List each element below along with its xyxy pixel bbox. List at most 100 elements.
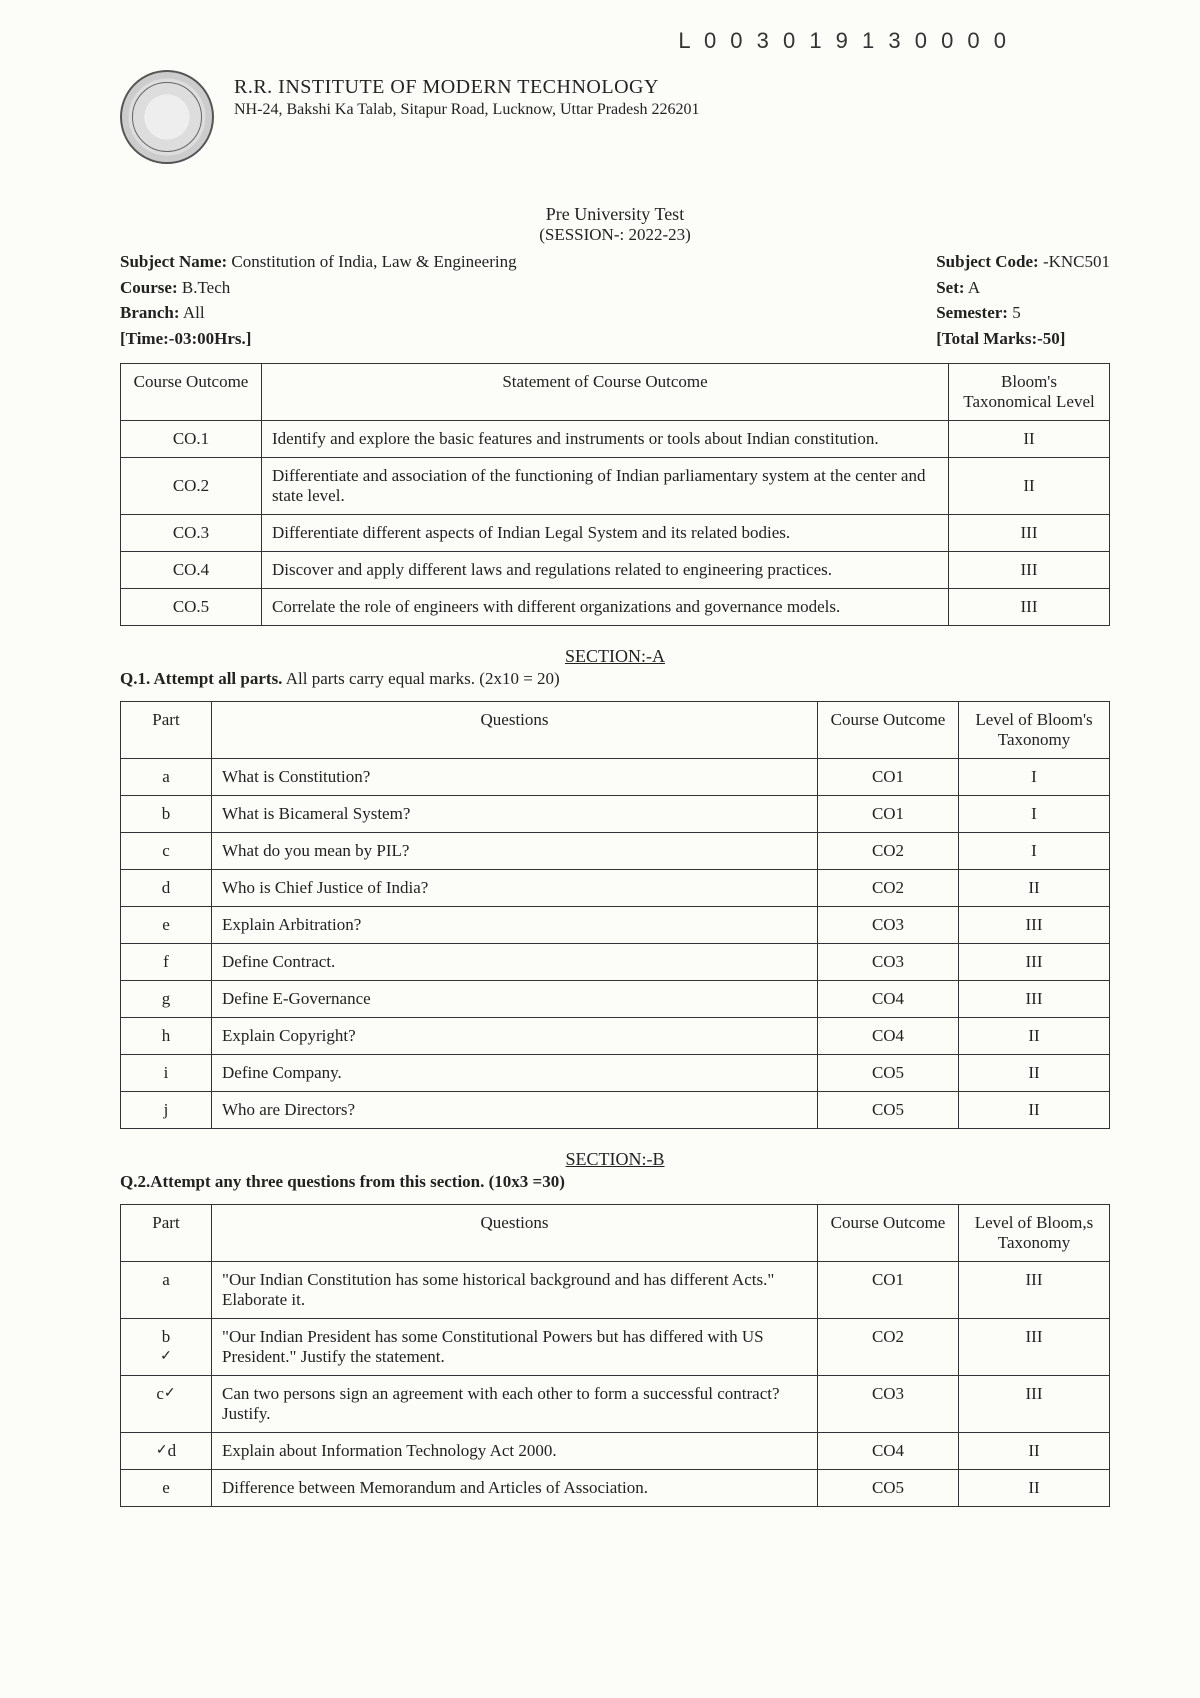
table-row: b✓ "Our Indian President has some Consti… <box>121 1319 1110 1376</box>
qa-question: What is Constitution? <box>212 759 818 796</box>
qa-co: CO1 <box>818 796 959 833</box>
table-row: aWhat is Constitution?CO1I <box>121 759 1110 796</box>
table-header-row: Part Questions Course Outcome Level of B… <box>121 702 1110 759</box>
qa-bloom: II <box>959 870 1110 907</box>
qa-co: CO4 <box>818 981 959 1018</box>
co-bloom: III <box>949 552 1110 589</box>
co-header-bloom: Bloom's Taxonomical Level <box>949 364 1110 421</box>
exam-paper-page: L 0 0 3 0 1 9 1 3 0 0 0 0 R.R. INSTITUTE… <box>0 0 1200 1698</box>
qb-bloom: II <box>959 1433 1110 1470</box>
qb-co: CO1 <box>818 1262 959 1319</box>
qa-question: Who is Chief Justice of India? <box>212 870 818 907</box>
qa-bloom: II <box>959 1055 1110 1092</box>
course-value: B.Tech <box>182 278 230 297</box>
section-b-instruction: Q.2.Attempt any three questions from thi… <box>120 1172 1110 1192</box>
co-statement: Identify and explore the basic features … <box>262 421 949 458</box>
table-row: eExplain Arbitration?CO3III <box>121 907 1110 944</box>
header-row: R.R. INSTITUTE OF MODERN TECHNOLOGY NH-2… <box>120 70 1110 164</box>
table-row: iDefine Company.CO5II <box>121 1055 1110 1092</box>
code-value: -KNC501 <box>1043 252 1110 271</box>
qb-part: a <box>121 1262 212 1319</box>
checkmark-icon: ✓ <box>156 1443 168 1458</box>
page-code-number: L 0 0 3 0 1 9 1 3 0 0 0 0 <box>678 28 1010 54</box>
branch-label: Branch: <box>120 303 180 322</box>
qb-question: Can two persons sign an agreement with e… <box>212 1376 818 1433</box>
qb-bloom: III <box>959 1376 1110 1433</box>
qa-question: Define Contract. <box>212 944 818 981</box>
marks-label: [Total Marks:-50] <box>936 329 1065 348</box>
co-statement: Discover and apply different laws and re… <box>262 552 949 589</box>
section-a-table: Part Questions Course Outcome Level of B… <box>120 701 1110 1129</box>
institute-block: R.R. INSTITUTE OF MODERN TECHNOLOGY NH-2… <box>234 70 699 119</box>
table-row: c✓ Can two persons sign an agreement wit… <box>121 1376 1110 1433</box>
qa-question: Explain Copyright? <box>212 1018 818 1055</box>
branch-value: All <box>183 303 205 322</box>
qb-co: CO2 <box>818 1319 959 1376</box>
table-row: CO.2 Differentiate and association of th… <box>121 458 1110 515</box>
table-row: dWho is Chief Justice of India?CO2II <box>121 870 1110 907</box>
qa-header-question: Questions <box>212 702 818 759</box>
qb-header-part: Part <box>121 1205 212 1262</box>
meta-row: Subject Name: Constitution of India, Law… <box>120 249 1110 351</box>
course-label: Course: <box>120 278 178 297</box>
sem-label: Semester: <box>936 303 1008 322</box>
qb-part: b✓ <box>121 1319 212 1376</box>
qa-bloom: I <box>959 796 1110 833</box>
qa-co: CO5 <box>818 1092 959 1129</box>
co-id: CO.5 <box>121 589 262 626</box>
table-header-row: Part Questions Course Outcome Level of B… <box>121 1205 1110 1262</box>
qb-bloom: III <box>959 1319 1110 1376</box>
table-row: a "Our Indian Constitution has some hist… <box>121 1262 1110 1319</box>
section-b-title: SECTION:-B <box>120 1149 1110 1170</box>
co-bloom: II <box>949 421 1110 458</box>
code-label: Subject Code: <box>936 252 1038 271</box>
qa-co: CO3 <box>818 944 959 981</box>
qa-bloom: III <box>959 981 1110 1018</box>
section-a-instr-rest: All parts carry equal marks. (2x10 = 20) <box>282 669 559 688</box>
table-row: jWho are Directors?CO5II <box>121 1092 1110 1129</box>
qa-question: Define Company. <box>212 1055 818 1092</box>
institute-seal-icon <box>120 70 214 164</box>
qa-question: Who are Directors? <box>212 1092 818 1129</box>
qb-co: CO5 <box>818 1470 959 1507</box>
set-label: Set: <box>936 278 964 297</box>
co-statement: Differentiate different aspects of India… <box>262 515 949 552</box>
qb-question: "Our Indian President has some Constitut… <box>212 1319 818 1376</box>
co-statement: Correlate the role of engineers with dif… <box>262 589 949 626</box>
co-statement: Differentiate and association of the fun… <box>262 458 949 515</box>
table-row: e Difference between Memorandum and Arti… <box>121 1470 1110 1507</box>
qa-part: j <box>121 1092 212 1129</box>
co-header-outcome: Course Outcome <box>121 364 262 421</box>
exam-session: (SESSION-: 2022-23) <box>120 225 1110 245</box>
qa-bloom: I <box>959 833 1110 870</box>
table-row: CO.3 Differentiate different aspects of … <box>121 515 1110 552</box>
section-a-instr-bold: Q.1. Attempt all parts. <box>120 669 282 688</box>
qb-question: "Our Indian Constitution has some histor… <box>212 1262 818 1319</box>
qa-co: CO1 <box>818 759 959 796</box>
qa-co: CO3 <box>818 907 959 944</box>
qa-header-part: Part <box>121 702 212 759</box>
co-bloom: III <box>949 515 1110 552</box>
exam-title: Pre University Test <box>120 204 1110 225</box>
table-row: ✓d Explain about Information Technology … <box>121 1433 1110 1470</box>
set-value: A <box>968 278 980 297</box>
section-b-instr-text: Q.2.Attempt any three questions from thi… <box>120 1172 565 1191</box>
sem-value: 5 <box>1012 303 1021 322</box>
checkmark-icon: ✓ <box>160 1349 172 1364</box>
institute-address: NH-24, Bakshi Ka Talab, Sitapur Road, Lu… <box>234 101 699 119</box>
qb-co: CO4 <box>818 1433 959 1470</box>
institute-name: R.R. INSTITUTE OF MODERN TECHNOLOGY <box>234 76 699 99</box>
qb-header-question: Questions <box>212 1205 818 1262</box>
table-row: CO.1 Identify and explore the basic feat… <box>121 421 1110 458</box>
section-a-title: SECTION:-A <box>120 646 1110 667</box>
qa-part: e <box>121 907 212 944</box>
qb-co: CO3 <box>818 1376 959 1433</box>
qa-co: CO2 <box>818 833 959 870</box>
co-id: CO.4 <box>121 552 262 589</box>
qa-part: b <box>121 796 212 833</box>
qa-co: CO2 <box>818 870 959 907</box>
subject-label: Subject Name: <box>120 252 227 271</box>
qa-bloom: I <box>959 759 1110 796</box>
time-label: [Time:-03:00Hrs.] <box>120 329 251 348</box>
qa-question: Define E-Governance <box>212 981 818 1018</box>
